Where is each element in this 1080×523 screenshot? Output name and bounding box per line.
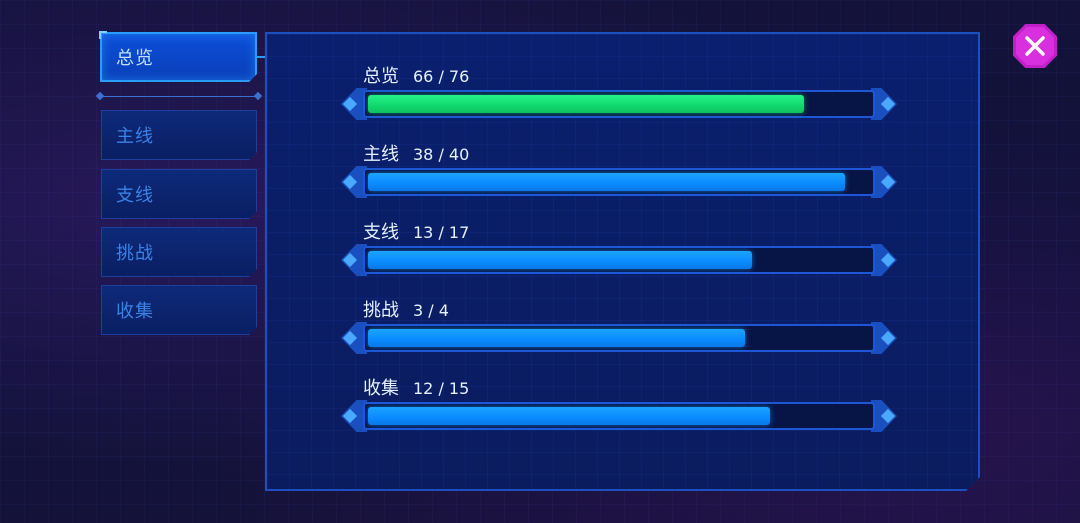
- close-button[interactable]: [1013, 24, 1057, 68]
- progress-bar: [341, 322, 897, 354]
- bar-fill: [368, 407, 770, 425]
- tab-overview[interactable]: 总览: [100, 32, 257, 82]
- close-icon: [1025, 36, 1045, 56]
- bar-track: [363, 402, 875, 430]
- bar-fill: [368, 251, 752, 269]
- tab-label: 主线: [116, 126, 154, 147]
- progress-bar: [341, 244, 897, 276]
- tab-side-quest[interactable]: 支线: [101, 169, 257, 219]
- tab-label: 挑战: [116, 243, 154, 264]
- progress-bar: [341, 88, 897, 120]
- progress-label: 挑战: [363, 300, 399, 321]
- bar-fill: [368, 95, 804, 113]
- tab-connector: [257, 56, 266, 58]
- progress-bar: [341, 400, 897, 432]
- tab-main-quest[interactable]: 主线: [101, 110, 257, 160]
- progress-label: 主线: [363, 144, 399, 165]
- progress-label: 总览: [363, 66, 399, 87]
- progress-label: 收集: [363, 378, 399, 399]
- bar-fill: [368, 329, 745, 347]
- tab-divider: [100, 96, 258, 97]
- progress-count: 66 / 76: [413, 67, 470, 86]
- progress-count: 13 / 17: [413, 223, 470, 242]
- tab-corner-accent: [99, 31, 107, 39]
- bar-track: [363, 246, 875, 274]
- tab-collection[interactable]: 收集: [101, 285, 257, 335]
- bar-track: [363, 324, 875, 352]
- progress-label: 支线: [363, 222, 399, 243]
- bar-track: [363, 168, 875, 196]
- tab-label: 总览: [116, 48, 154, 69]
- tab-label: 支线: [116, 185, 154, 206]
- tab-label: 收集: [116, 301, 154, 322]
- progress-count: 12 / 15: [413, 379, 470, 398]
- bar-fill: [368, 173, 845, 191]
- bar-track: [363, 90, 875, 118]
- progress-count: 3 / 4: [413, 301, 449, 320]
- tab-challenge[interactable]: 挑战: [101, 227, 257, 277]
- progress-bar: [341, 166, 897, 198]
- progress-count: 38 / 40: [413, 145, 470, 164]
